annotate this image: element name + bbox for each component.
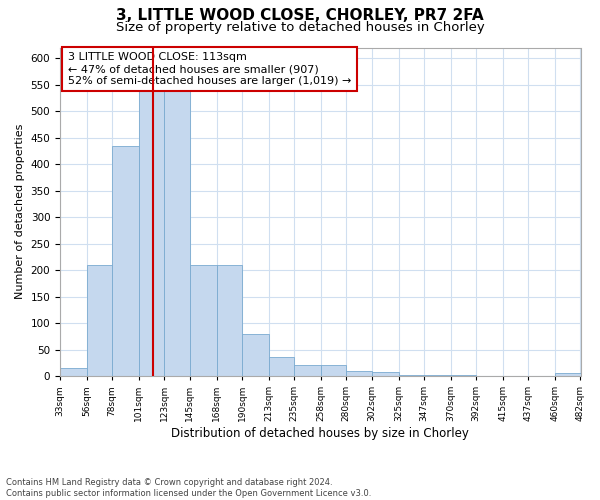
Bar xyxy=(321,366,346,376)
Bar xyxy=(86,265,112,376)
Bar xyxy=(294,366,321,376)
Text: 3 LITTLE WOOD CLOSE: 113sqm
← 47% of detached houses are smaller (907)
52% of se: 3 LITTLE WOOD CLOSE: 113sqm ← 47% of det… xyxy=(68,52,351,86)
Bar xyxy=(424,375,451,376)
Bar xyxy=(451,375,476,376)
Bar xyxy=(60,368,86,376)
Bar xyxy=(555,374,581,376)
Text: 3, LITTLE WOOD CLOSE, CHORLEY, PR7 2FA: 3, LITTLE WOOD CLOSE, CHORLEY, PR7 2FA xyxy=(116,8,484,22)
Text: Size of property relative to detached houses in Chorley: Size of property relative to detached ho… xyxy=(116,21,484,34)
Bar xyxy=(164,90,190,376)
Bar xyxy=(346,370,372,376)
Bar xyxy=(112,146,139,376)
Bar xyxy=(398,375,424,376)
Bar xyxy=(190,265,217,376)
Y-axis label: Number of detached properties: Number of detached properties xyxy=(15,124,25,300)
Bar xyxy=(242,334,269,376)
X-axis label: Distribution of detached houses by size in Chorley: Distribution of detached houses by size … xyxy=(172,427,469,440)
Bar xyxy=(139,90,164,376)
Bar xyxy=(269,358,294,376)
Bar xyxy=(372,372,398,376)
Text: Contains HM Land Registry data © Crown copyright and database right 2024.
Contai: Contains HM Land Registry data © Crown c… xyxy=(6,478,371,498)
Bar xyxy=(217,265,242,376)
